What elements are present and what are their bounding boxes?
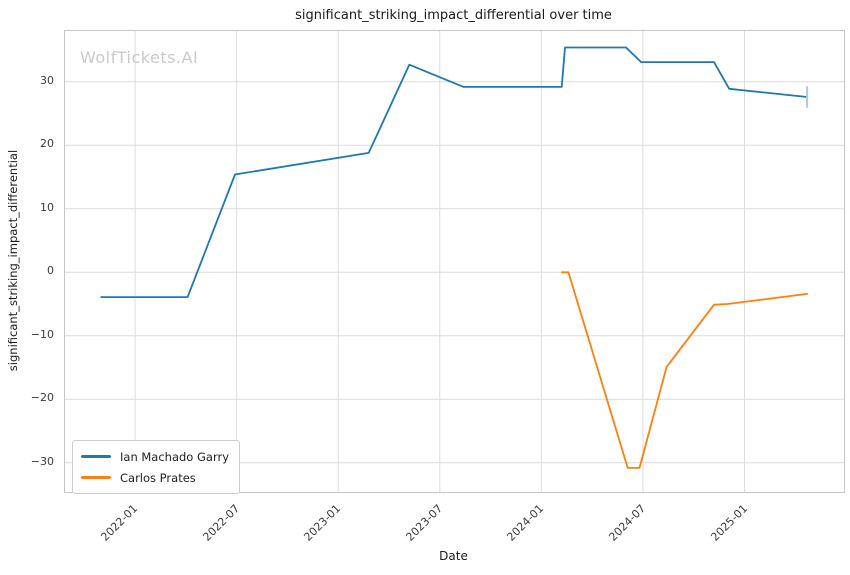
legend-label: Ian Machado Garry bbox=[120, 449, 230, 464]
legend: Ian Machado Garry Carlos Prates bbox=[72, 440, 241, 494]
chart-svg bbox=[65, 31, 844, 492]
y-tick-label: −30 bbox=[30, 454, 54, 468]
y-tick-label: 30 bbox=[40, 73, 54, 87]
plot-area bbox=[64, 30, 845, 493]
x-tick-label: 2023-07 bbox=[403, 502, 445, 544]
watermark-text: WolfTickets.AI bbox=[80, 48, 199, 67]
series-line-carlos-prates bbox=[560, 271, 808, 469]
legend-line-swatch-blue bbox=[81, 455, 111, 458]
x-tick-label: 2024-07 bbox=[606, 502, 649, 544]
x-tick-label: 2024-01 bbox=[504, 502, 547, 544]
x-tick-label: 2025-01 bbox=[707, 502, 750, 544]
legend-item: Carlos Prates bbox=[81, 467, 229, 488]
y-tick-label: −10 bbox=[30, 327, 54, 341]
y-tick-label: 0 bbox=[47, 264, 54, 278]
x-axis-label: Date bbox=[439, 549, 468, 563]
chart-title: significant_striking_impact_differential… bbox=[295, 8, 612, 23]
y-tick-label: −20 bbox=[30, 391, 54, 405]
x-tick-label: 2022-07 bbox=[200, 502, 242, 544]
series-line-ian-machado-garry bbox=[100, 46, 808, 299]
x-tick-label: 2022-01 bbox=[98, 502, 141, 544]
y-axis-label: significant_striking_impact_differential bbox=[6, 149, 20, 372]
y-tick-label: 10 bbox=[40, 200, 54, 214]
x-tick-label: 2023-01 bbox=[301, 502, 344, 544]
y-tick-label: 20 bbox=[40, 137, 54, 151]
legend-label: Carlos Prates bbox=[120, 470, 196, 485]
legend-item: Ian Machado Garry bbox=[81, 446, 229, 467]
legend-line-swatch-orange bbox=[81, 476, 111, 479]
